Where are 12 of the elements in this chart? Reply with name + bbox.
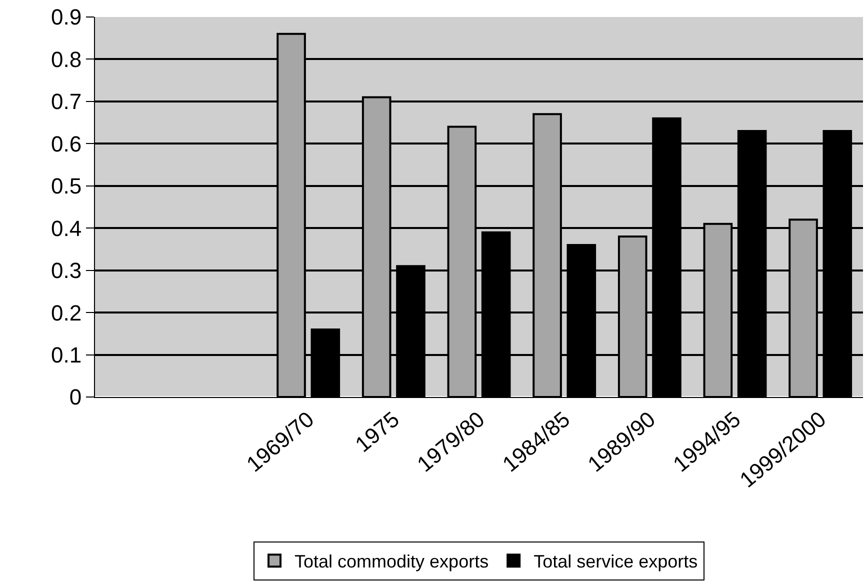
legend-label: Total service exports (534, 552, 698, 572)
y-tick-label: 0.7 (51, 89, 82, 114)
y-tick-label: 0 (69, 384, 82, 410)
y-tick-label: 0.3 (51, 258, 82, 284)
y-tick-label: 0.6 (51, 131, 82, 156)
y-tick-label: 0.4 (51, 216, 82, 241)
y-tick-label: 0.1 (51, 342, 82, 368)
y-tick-label: 0.9 (51, 4, 82, 30)
y-tick-label: 0.8 (51, 46, 82, 72)
legend-label: Total commodity exports (294, 552, 489, 572)
y-tick-label: 0.2 (51, 300, 82, 326)
y-tick-label: 0.5 (51, 174, 82, 199)
